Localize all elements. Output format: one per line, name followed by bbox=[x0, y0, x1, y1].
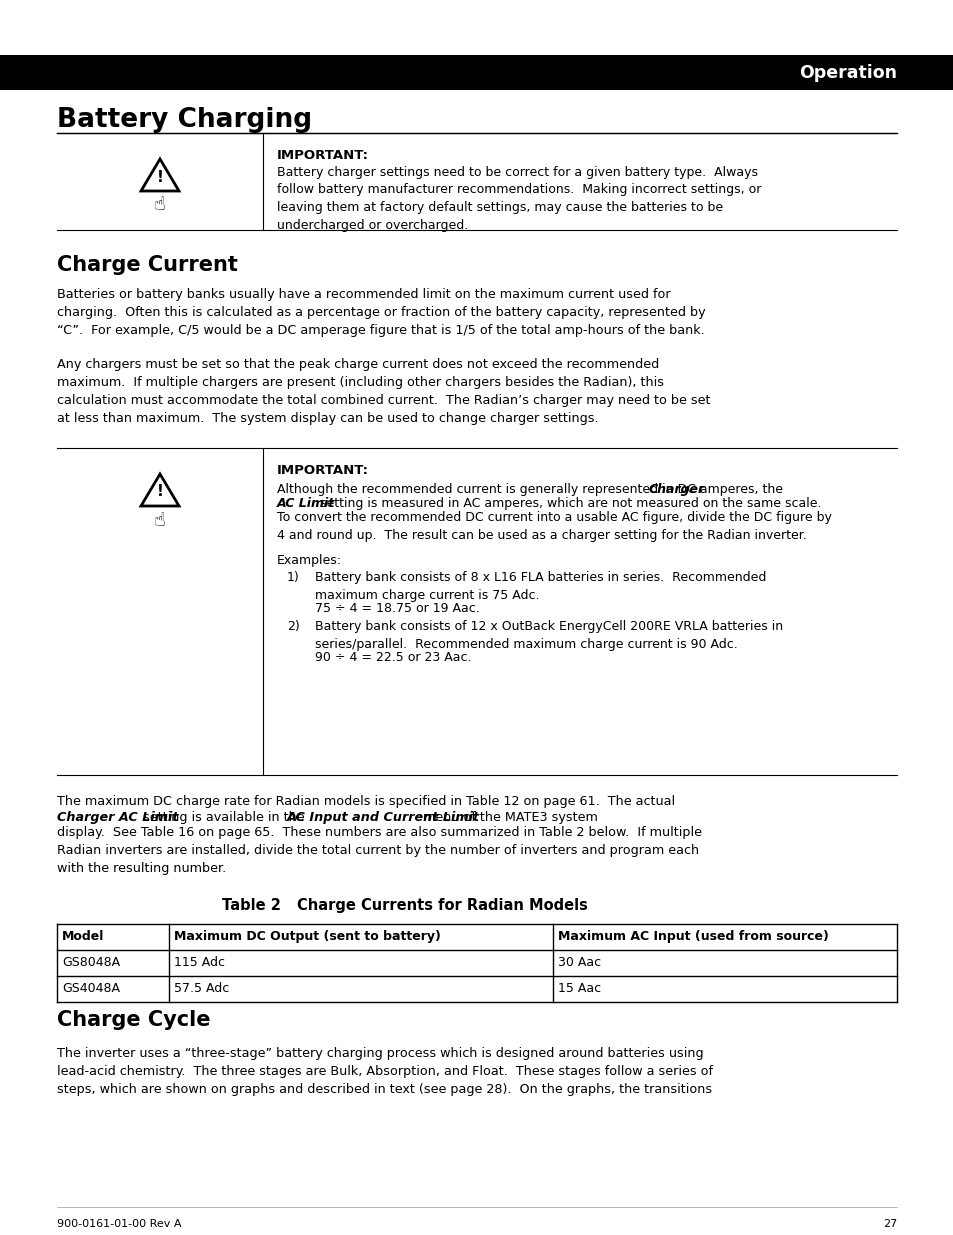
Text: Charge Current: Charge Current bbox=[57, 254, 237, 275]
Text: Charger AC Limit: Charger AC Limit bbox=[57, 810, 178, 824]
Text: 900-0161-01-00 Rev A: 900-0161-01-00 Rev A bbox=[57, 1219, 181, 1229]
Text: The maximum DC charge rate for Radian models is specified in Table 12 on page 61: The maximum DC charge rate for Radian mo… bbox=[57, 795, 675, 808]
Text: 115 Adc: 115 Adc bbox=[173, 956, 225, 969]
Text: display.  See Table 16 on page 65.  These numbers are also summarized in Table 2: display. See Table 16 on page 65. These … bbox=[57, 826, 701, 876]
Text: Although the recommended current is generally represented in DC amperes, the: Although the recommended current is gene… bbox=[276, 483, 786, 496]
Text: Any chargers must be set so that the peak charge current does not exceed the rec: Any chargers must be set so that the pea… bbox=[57, 358, 710, 425]
Text: 90 ÷ 4 = 22.5 or 23 Aac.: 90 ÷ 4 = 22.5 or 23 Aac. bbox=[314, 651, 471, 664]
Text: Examples:: Examples: bbox=[276, 555, 341, 567]
Text: Operation: Operation bbox=[799, 63, 896, 82]
Text: Model: Model bbox=[62, 930, 104, 944]
Text: Maximum DC Output (sent to battery): Maximum DC Output (sent to battery) bbox=[173, 930, 440, 944]
Text: !: ! bbox=[156, 484, 163, 499]
Text: Battery bank consists of 12 x OutBack EnergyCell 200RE VRLA batteries in
series/: Battery bank consists of 12 x OutBack En… bbox=[314, 620, 782, 651]
Text: The inverter uses a “three-stage” battery charging process which is designed aro: The inverter uses a “three-stage” batter… bbox=[57, 1047, 712, 1095]
Text: Table 2: Table 2 bbox=[222, 898, 280, 913]
Text: Charge Currents for Radian Models: Charge Currents for Radian Models bbox=[296, 898, 587, 913]
Text: menu of the MATE3 system: menu of the MATE3 system bbox=[418, 810, 598, 824]
Text: AC Input and Current Limit: AC Input and Current Limit bbox=[286, 810, 479, 824]
Text: 57.5 Adc: 57.5 Adc bbox=[173, 982, 229, 995]
Text: Battery bank consists of 8 x L16 FLA batteries in series.  Recommended
maximum c: Battery bank consists of 8 x L16 FLA bat… bbox=[314, 571, 765, 601]
Text: GS4048A: GS4048A bbox=[62, 982, 120, 995]
Text: Battery charger settings need to be correct for a given battery type.  Always
fo: Battery charger settings need to be corr… bbox=[276, 165, 760, 231]
Text: Charge Cycle: Charge Cycle bbox=[57, 1010, 211, 1030]
Text: !: ! bbox=[156, 169, 163, 184]
Text: 2): 2) bbox=[287, 620, 299, 634]
FancyBboxPatch shape bbox=[0, 56, 953, 90]
Text: 1): 1) bbox=[287, 571, 299, 584]
Text: ☝: ☝ bbox=[153, 510, 166, 530]
Text: Batteries or battery banks usually have a recommended limit on the maximum curre: Batteries or battery banks usually have … bbox=[57, 288, 705, 337]
Text: AC Limit: AC Limit bbox=[276, 496, 335, 510]
Text: 15 Aac: 15 Aac bbox=[558, 982, 600, 995]
Text: Maximum AC Input (used from source): Maximum AC Input (used from source) bbox=[558, 930, 828, 944]
Text: setting is measured in AC amperes, which are not measured on the same scale.: setting is measured in AC amperes, which… bbox=[315, 496, 821, 510]
Text: ☝: ☝ bbox=[153, 195, 166, 215]
Text: Charger: Charger bbox=[647, 483, 703, 496]
Text: 75 ÷ 4 = 18.75 or 19 Aac.: 75 ÷ 4 = 18.75 or 19 Aac. bbox=[314, 601, 479, 615]
Text: Battery Charging: Battery Charging bbox=[57, 107, 312, 133]
Text: IMPORTANT:: IMPORTANT: bbox=[276, 464, 369, 477]
Text: 27: 27 bbox=[882, 1219, 896, 1229]
Text: To convert the recommended DC current into a usable AC figure, divide the DC fig: To convert the recommended DC current in… bbox=[276, 511, 831, 542]
Text: setting is available in the: setting is available in the bbox=[138, 810, 308, 824]
Text: 30 Aac: 30 Aac bbox=[558, 956, 600, 969]
Text: GS8048A: GS8048A bbox=[62, 956, 120, 969]
Text: IMPORTANT:: IMPORTANT: bbox=[276, 149, 369, 162]
